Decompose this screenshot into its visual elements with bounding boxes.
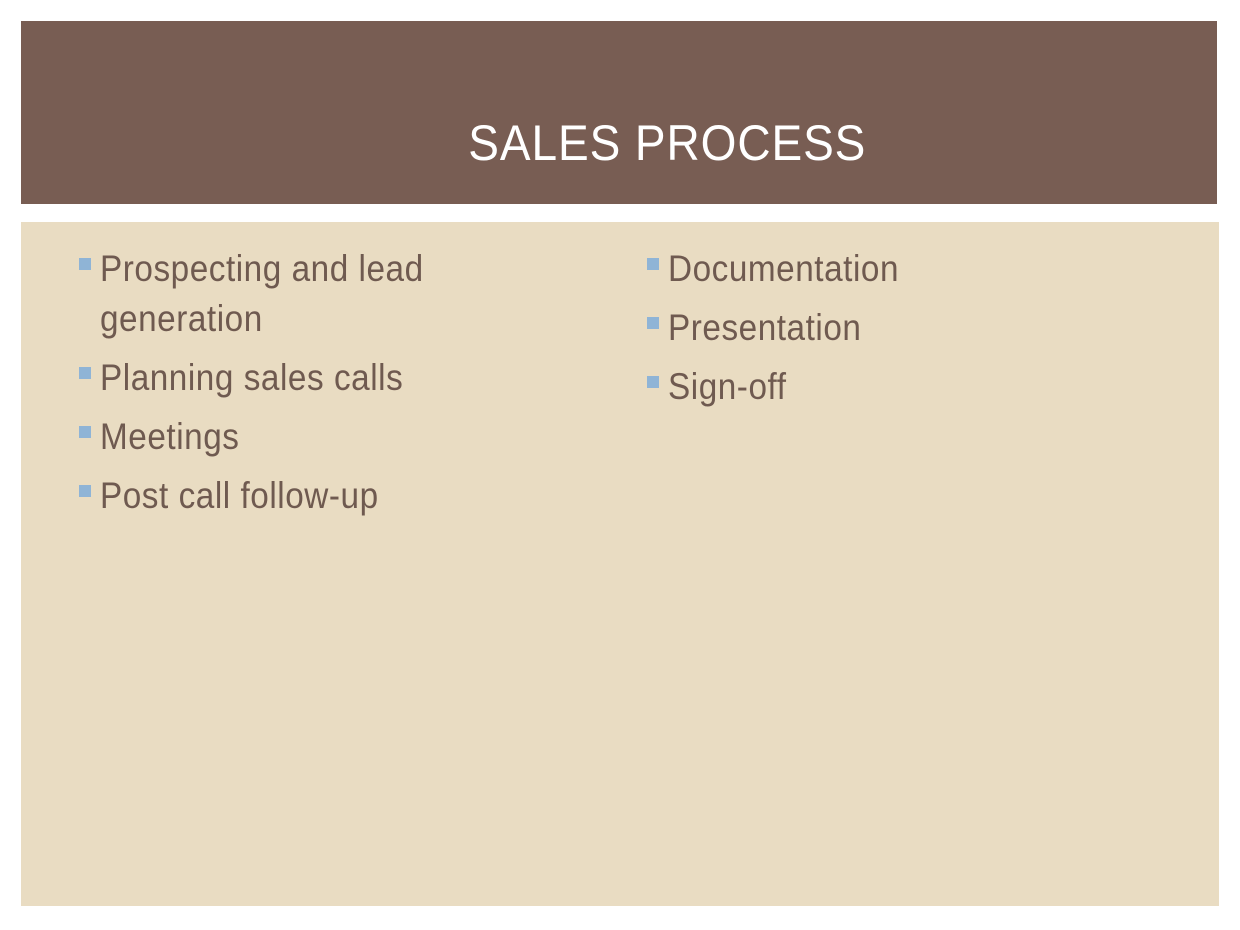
list-item: Documentation xyxy=(646,244,1066,294)
list-item: Meetings xyxy=(78,412,498,462)
list-item: Planning sales calls xyxy=(78,353,498,403)
title-band: SALES PROCESS xyxy=(21,21,1217,204)
list-item-text: Planning sales calls xyxy=(100,357,404,398)
list-item-line: generation xyxy=(100,298,263,339)
slide-title: SALES PROCESS xyxy=(468,115,867,171)
list-item-text: Meetings xyxy=(100,416,240,457)
content-panel xyxy=(21,222,1219,906)
left-column: Prospecting and lead generation Planning… xyxy=(78,244,498,530)
list-item-line: Prospecting and lead xyxy=(100,248,424,289)
list-item-text: Documentation xyxy=(668,248,900,289)
square-bullet-icon xyxy=(647,376,659,388)
list-item: Post call follow-up xyxy=(78,471,498,521)
square-bullet-icon xyxy=(79,367,91,379)
list-item: Presentation xyxy=(646,303,1066,353)
list-item-text: Prospecting and lead generation xyxy=(100,244,424,344)
list-item-text: Sign-off xyxy=(668,366,787,407)
square-bullet-icon xyxy=(647,258,659,270)
left-bullet-list: Prospecting and lead generation Planning… xyxy=(78,244,498,521)
list-item-text: Presentation xyxy=(668,307,862,348)
square-bullet-icon xyxy=(647,317,659,329)
square-bullet-icon xyxy=(79,485,91,497)
square-bullet-icon xyxy=(79,258,91,270)
list-item: Prospecting and lead generation xyxy=(78,244,498,344)
right-bullet-list: Documentation Presentation Sign-off xyxy=(646,244,1066,412)
list-item-text: Post call follow-up xyxy=(100,475,379,516)
square-bullet-icon xyxy=(79,426,91,438)
list-item: Sign-off xyxy=(646,362,1066,412)
right-column: Documentation Presentation Sign-off xyxy=(646,244,1066,421)
